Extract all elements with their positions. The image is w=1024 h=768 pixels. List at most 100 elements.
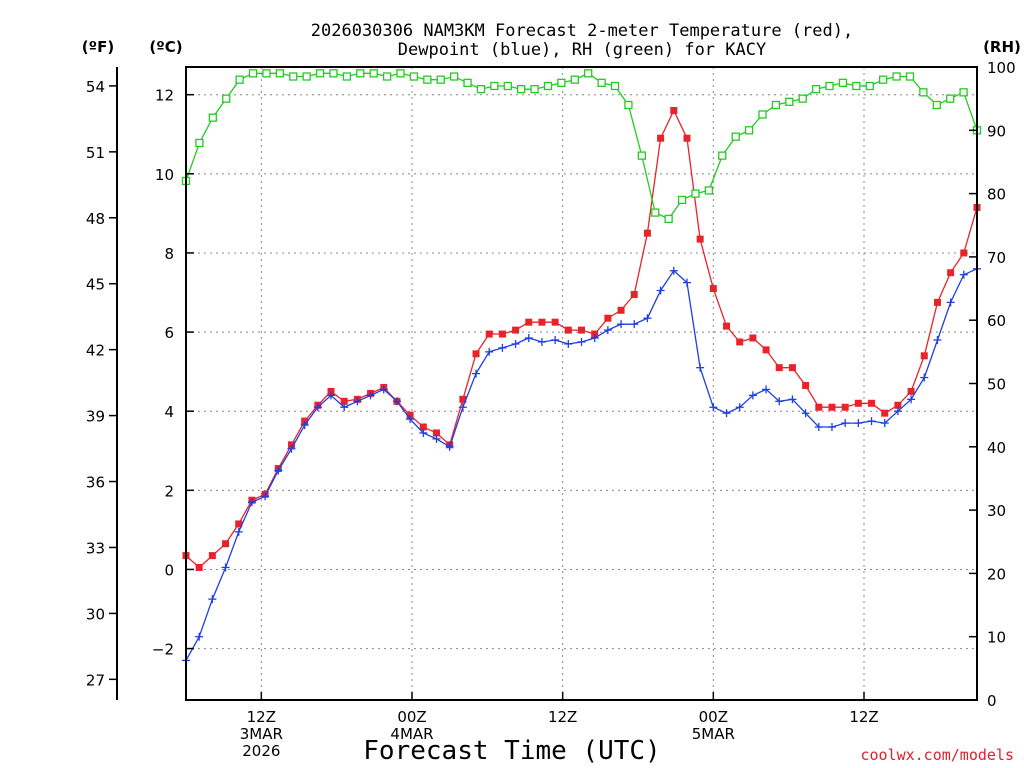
dewpoint-point	[537, 337, 546, 346]
temperature-point	[723, 322, 731, 330]
temperature-point	[222, 540, 230, 548]
rh-point	[852, 81, 861, 91]
rh-point	[624, 100, 633, 110]
dewpoint-point	[827, 423, 836, 432]
chart-title-line-1: 2026030306 NAM3KM Forecast 2-meter Tempe…	[311, 21, 853, 41]
rh-point	[329, 69, 338, 78]
rh-point	[932, 100, 941, 110]
celsius-tick-label: 2	[164, 482, 174, 500]
rh-point	[463, 78, 472, 87]
dewpoint-point	[287, 444, 296, 453]
temperature-point	[485, 330, 493, 338]
dewpoint-point	[353, 397, 362, 406]
dewpoint-point	[392, 397, 401, 406]
celsius-tick-label: 8	[164, 245, 174, 263]
fahrenheit-tick-label: 39	[86, 408, 105, 426]
temperature-point	[947, 269, 955, 277]
dewpoint-point	[867, 417, 876, 426]
rh-point	[798, 94, 807, 103]
rh-tick-label: 40	[987, 439, 1006, 457]
axis-ticks: −2 0 2 4 6 8 10 12 27 30 33 36 39 42 45 48 51 54 0 10 20 30 40…	[86, 59, 1016, 760]
temperature-point	[195, 563, 203, 571]
rh-point	[919, 88, 928, 97]
rh-tick-label: 50	[987, 376, 1006, 394]
temperature-point	[788, 364, 796, 372]
dewpoint-point	[577, 337, 586, 346]
dewpoint-point	[933, 335, 942, 344]
x-tick-label: 2026	[242, 742, 280, 760]
dewpoint-point	[458, 403, 467, 412]
temperature-point	[498, 330, 506, 338]
rh-point	[342, 72, 352, 81]
rh-point	[289, 72, 298, 81]
rh-point	[879, 75, 888, 84]
rh-point	[892, 72, 901, 81]
dewpoint-point	[920, 373, 929, 382]
x-tick-label: 00Z	[397, 708, 426, 726]
dewpoint-point	[524, 334, 533, 343]
temperature-point	[696, 235, 704, 243]
rh-point	[409, 72, 419, 81]
x-tick-label: 3MAR	[240, 725, 283, 743]
dewpoint-point	[893, 407, 902, 416]
x-axis-label: Forecast Time (UTC)	[363, 736, 660, 766]
rh-point	[369, 69, 378, 78]
dewpoint-point	[590, 334, 599, 343]
temperature-point	[894, 401, 902, 409]
rh-point	[195, 138, 204, 148]
dewpoint-point	[419, 428, 428, 437]
rh-point	[396, 69, 405, 78]
rh-point	[905, 72, 915, 81]
rh-point	[302, 72, 311, 81]
rh-point	[356, 69, 365, 78]
temperature-point	[643, 229, 651, 237]
dewpoint-point	[432, 434, 441, 443]
temperature-point	[459, 395, 467, 403]
temperature-point	[340, 397, 348, 405]
dewpoint-point	[445, 442, 454, 451]
rh-tick-label: 20	[987, 565, 1006, 583]
celsius-tick-label: 10	[155, 166, 174, 184]
rh-point	[677, 195, 687, 205]
rh-point	[704, 186, 714, 195]
rh-point	[825, 81, 834, 91]
rh-point	[731, 132, 740, 141]
fahrenheit-tick-label: 33	[86, 539, 105, 557]
dewpoint-point	[485, 347, 494, 356]
temperature-point	[419, 423, 427, 431]
temperature-point	[709, 285, 717, 293]
dewpoint-point	[313, 403, 322, 412]
dewpoint-point	[880, 419, 889, 428]
fahrenheit-tick-label: 30	[86, 605, 105, 623]
plot-frame	[185, 66, 978, 701]
rh-point	[476, 85, 486, 94]
dewpoint-point	[841, 419, 850, 428]
celsius-tick-label: 12	[155, 87, 174, 105]
rh-point	[275, 69, 284, 78]
rh-point	[584, 69, 593, 78]
temperature-point	[630, 290, 638, 298]
rh-point	[530, 85, 539, 94]
dewpoint-point	[617, 320, 626, 329]
temperature-point	[512, 326, 520, 334]
dewpoint-point	[682, 278, 691, 287]
dewpoint-point	[788, 395, 797, 404]
celsius-tick-label: −2	[152, 641, 174, 659]
dewpoint-point	[643, 314, 652, 323]
rh-point	[718, 151, 727, 160]
dewpoint-point	[551, 335, 560, 344]
rh-point	[557, 78, 566, 87]
rh-point	[222, 94, 231, 103]
x-tick-label: 5MAR	[692, 725, 735, 743]
rh-point	[517, 85, 526, 94]
dewpoint-point	[366, 391, 375, 400]
temperature-point	[736, 338, 744, 346]
fahrenheit-tick-label: 42	[86, 342, 105, 360]
temperature-point	[960, 249, 968, 257]
rh-point	[865, 81, 874, 91]
dewpoint-point	[340, 403, 349, 412]
series-dewpoint	[182, 264, 981, 665]
rh-point	[248, 69, 258, 78]
celsius-unit-label: (ºC)	[149, 38, 182, 56]
